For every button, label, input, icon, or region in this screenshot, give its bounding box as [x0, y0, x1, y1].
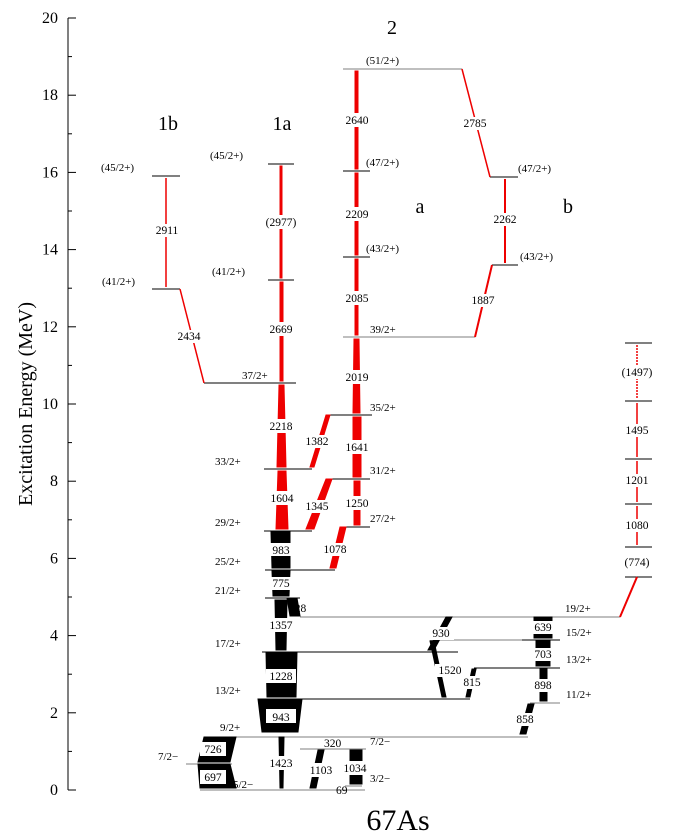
transition-774 [619, 576, 638, 618]
band-label-2: 2 [387, 17, 397, 39]
gamma-726: 726 [204, 744, 222, 756]
y-tick-label: 14 [42, 242, 58, 259]
spin-51-2: (51/2+) [366, 55, 399, 67]
spin-35-2: 35/2+ [370, 402, 396, 414]
spin-43-2-2: (43/2+) [366, 243, 399, 255]
gamma-1034: 1034 [344, 763, 367, 775]
gamma-2209: 2209 [346, 209, 369, 221]
band-label-1a: 1a [273, 113, 292, 135]
gamma-1887: 1887 [472, 295, 495, 307]
gamma-775: 775 [272, 578, 290, 590]
spin-37-2: 37/2+ [242, 370, 268, 382]
gamma-2785: 2785 [464, 118, 487, 130]
spin-labels: 5/2− 3/2− 7/2− 7/2− 9/2+ 11/2+ 13/2+ 13/… [101, 55, 592, 791]
y-tick-label: 6 [50, 550, 58, 567]
gamma-2262: 2262 [494, 214, 517, 226]
spin-21-2: 21/2+ [215, 585, 241, 597]
spin-25-2: 25/2+ [215, 556, 241, 568]
gamma-428: 428 [289, 603, 307, 615]
spin-19-2: 19/2+ [565, 603, 591, 615]
spin-31-2: 31/2+ [370, 465, 396, 477]
gamma-943: 943 [272, 712, 290, 724]
spin-17-2: 17/2+ [215, 638, 241, 650]
y-tick-label: 2 [50, 705, 58, 722]
gamma-1078: 1078 [324, 544, 347, 556]
y-axis-title: Excitation Energy (MeV) [15, 302, 37, 506]
spin-7-2-left: 7/2− [158, 751, 178, 763]
gamma-639: 639 [534, 622, 552, 634]
y-tick-label: 0 [50, 782, 58, 799]
gamma-815: 815 [463, 677, 481, 689]
gamma-1250: 1250 [346, 498, 369, 510]
transition-428 [286, 597, 301, 617]
band-label-1b: 1b [158, 113, 178, 135]
gamma-labels: 943 1228 1357 775 983 1604 2218 2669 (29… [152, 113, 659, 797]
gamma-2085: 2085 [346, 293, 369, 305]
sideband-label-b: b [563, 196, 573, 218]
transitions [165, 68, 638, 789]
y-tick-label: 10 [42, 396, 58, 413]
spin-29-2: 29/2+ [215, 517, 241, 529]
gamma-1497: (1497) [622, 367, 653, 379]
gamma-1604: 1604 [271, 493, 294, 505]
gamma-1520: 1520 [439, 665, 462, 677]
gamma-703: 703 [534, 649, 552, 661]
gamma-1423: 1423 [270, 758, 293, 770]
sideband-label-a: a [416, 196, 425, 218]
gamma-1495: 1495 [626, 425, 649, 437]
gamma-697: 697 [204, 772, 222, 784]
gamma-320: 320 [324, 738, 342, 750]
spin-41-2-1a: (41/2+) [212, 266, 245, 278]
gamma-774: (774) [625, 557, 650, 569]
spin-9-2: 9/2+ [220, 722, 240, 734]
spin-11-2: 11/2+ [566, 689, 591, 701]
y-tick-label: 18 [42, 87, 58, 104]
gamma-1382: 1382 [306, 436, 329, 448]
spin-15-2: 15/2+ [566, 627, 592, 639]
gamma-2669: 2669 [270, 324, 293, 336]
gamma-69: 69 [336, 785, 348, 797]
spin-45-2-1b: (45/2+) [101, 162, 134, 174]
nucleus-label: 67As [366, 804, 429, 836]
spin-47-2-2: (47/2+) [366, 157, 399, 169]
y-tick-label: 12 [42, 319, 58, 336]
gamma-930: 930 [432, 628, 450, 640]
gamma-1641: 1641 [346, 442, 369, 454]
gamma-2977: (2977) [266, 217, 297, 229]
gamma-1357: 1357 [270, 620, 293, 632]
gamma-1345: 1345 [306, 501, 329, 513]
y-tick-label: 8 [50, 473, 58, 490]
gamma-1103: 1103 [310, 765, 333, 777]
gamma-2218: 2218 [270, 421, 293, 433]
gamma-983: 983 [272, 545, 290, 557]
spin-7-2-right: 7/2− [370, 736, 390, 748]
spin-5-2: 5/2− [233, 779, 253, 791]
y-tick-label: 20 [42, 10, 58, 27]
gamma-2911: 2911 [156, 225, 179, 237]
gamma-1080: 1080 [626, 520, 649, 532]
spin-41-2-1b: (41/2+) [102, 276, 135, 288]
y-tick-label: 16 [42, 164, 58, 181]
spin-39-2: 39/2+ [370, 324, 396, 336]
spin-45-2-1a: (45/2+) [210, 150, 243, 162]
gamma-858: 858 [516, 714, 534, 726]
spin-47-2-b: (47/2+) [518, 163, 551, 175]
spin-3-2: 3/2− [370, 773, 390, 785]
gamma-2434: 2434 [178, 331, 201, 343]
gamma-1228: 1228 [270, 671, 293, 683]
gamma-1201: 1201 [626, 475, 649, 487]
gamma-2640: 2640 [346, 115, 369, 127]
y-tick-label: 4 [50, 628, 58, 645]
levels [152, 68, 652, 791]
spin-33-2: 33/2+ [215, 456, 241, 468]
spin-27-2: 27/2+ [370, 513, 396, 525]
gamma-898: 898 [534, 680, 552, 692]
spin-13-2-side: 13/2+ [566, 654, 592, 666]
y-axis: 0 2 4 6 8 10 12 14 16 18 20 [42, 10, 76, 799]
gamma-2019: 2019 [346, 372, 369, 384]
spin-13-2: 13/2+ [215, 685, 241, 697]
spin-43-2-b: (43/2+) [520, 251, 553, 263]
